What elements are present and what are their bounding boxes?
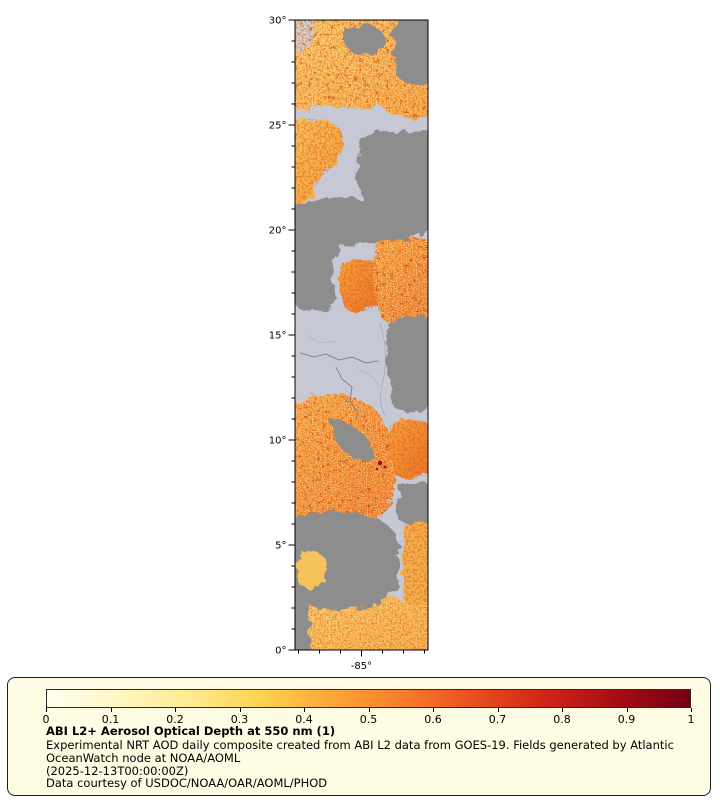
map-figure: 30° 25° 20° 15° 10° 5° 0° -85° (240, 5, 452, 697)
cloud-patch (345, 25, 385, 55)
river-line (359, 369, 381, 388)
lat-tick-label: 5° (275, 541, 286, 552)
lat-tick-label: 15° (269, 331, 287, 342)
caption-timestamp: (2025-12-13T00:00:00Z) (46, 763, 189, 778)
colorbar-tick-label: 0.4 (295, 713, 313, 726)
lon-tick-label: -85° (351, 661, 372, 672)
cloud-patch (396, 483, 428, 524)
caption-credit: Data courtesy of USDOC/NOAA/OAR/AOML/PHO… (46, 776, 328, 791)
cloud-patch (394, 20, 428, 86)
caption: ABI L2+ Aerosol Optical Depth at 550 nm … (46, 725, 694, 790)
lat-tick-label: 30° (269, 16, 287, 27)
lat-tick-label: 0° (275, 646, 286, 657)
lat-tick-label: 10° (269, 436, 287, 447)
cloud-patch (330, 419, 373, 462)
longitude-axis-ticks (298, 650, 425, 657)
aod-region (298, 550, 327, 588)
lat-tick-label: 25° (269, 121, 287, 132)
colorbar-tick-label: 0.8 (553, 713, 571, 726)
colorbar-tick-label: 0.2 (166, 713, 184, 726)
colorbar-tick-mark (691, 708, 692, 712)
country-border-line (299, 352, 379, 364)
colorbar-gradient (46, 689, 691, 708)
colorbar-tick-label: 0 (42, 713, 50, 726)
latitude-axis-ticks (288, 19, 295, 651)
aod-hotspots (375, 460, 387, 471)
coast-line (379, 322, 387, 418)
river-line (305, 334, 336, 344)
cloud-layer (295, 20, 428, 650)
country-border-line (335, 366, 359, 421)
caption-title: ABI L2+ Aerosol Optical Depth at 550 nm … (46, 724, 336, 738)
colorbar-tick-label: 0.1 (101, 713, 120, 726)
colorbar-tick-mark (626, 708, 628, 712)
map-content (295, 20, 428, 650)
colorbar-tick-mark (433, 708, 434, 712)
colorbar: 0 0.1 0.2 0.3 0.4 0.5 0.6 0.7 0.8 0.9 1 (42, 689, 695, 726)
colorbar-tick-mark (175, 708, 176, 712)
colorbar-labels: 0 0.1 0.2 0.3 0.4 0.5 0.6 0.7 0.8 0.9 1 (42, 689, 695, 726)
colorbar-tick-mark (110, 708, 112, 712)
colorbar-tick-label: 0.5 (359, 713, 378, 726)
colorbar-tick-mark (46, 708, 47, 712)
colorbar-tick-mark (497, 708, 499, 712)
colorbar-ticks (46, 689, 692, 725)
colorbar-tick-mark (304, 708, 305, 712)
cloud-patch (295, 591, 310, 650)
aod-map-svg: 30° 25° 20° 15° 10° 5° 0° -85° (269, 16, 429, 672)
colorbar-tick-label: 0.6 (424, 713, 442, 726)
caption-description: Experimental NRT AOD daily composite cre… (46, 738, 674, 765)
colorbar-tick-label: 0.9 (617, 713, 636, 726)
colorbar-tick-label: 0.7 (488, 713, 507, 726)
cloud-patch (295, 510, 400, 609)
legend-panel: 0 0.1 0.2 0.3 0.4 0.5 0.6 0.7 0.8 0.9 1 … (7, 677, 711, 796)
colorbar-tick-mark (368, 708, 370, 712)
border-lines-layer (299, 322, 387, 421)
map-frame (294, 19, 429, 651)
colorbar-tick-label: 0.3 (230, 713, 249, 726)
lat-tick-label: 20° (269, 226, 287, 237)
cloud-patch (295, 197, 412, 314)
aod-over-cloud (298, 550, 327, 588)
colorbar-tick-label: 1 (687, 713, 695, 726)
cloud-patch (386, 316, 428, 412)
colorbar-tick-mark (239, 708, 241, 712)
colorbar-tick-mark (562, 708, 563, 712)
